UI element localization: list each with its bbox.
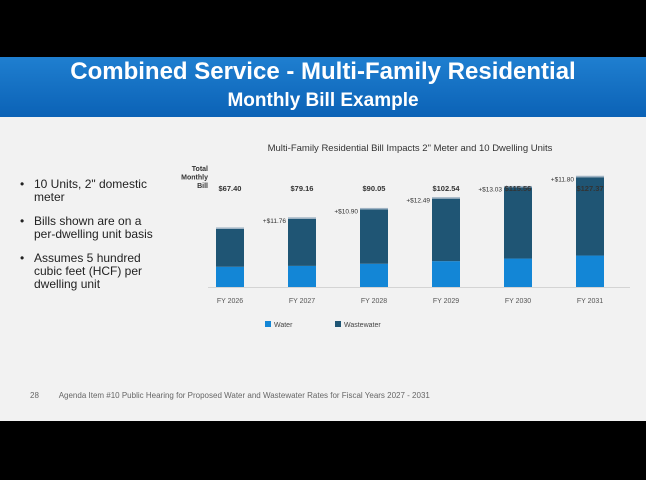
legend-swatch xyxy=(265,321,271,327)
wastewater-bar xyxy=(576,177,604,256)
bullet-list: • 10 Units, 2" domestic meter • Bills show… xyxy=(20,178,160,302)
x-tick-label: FY 2029 xyxy=(433,298,459,305)
water-bar xyxy=(216,266,244,287)
water-bar xyxy=(576,255,604,287)
x-tick-label: FY 2030 xyxy=(505,298,531,305)
wastewater-bar xyxy=(432,198,460,262)
increase-label: +$10.90 xyxy=(334,208,358,215)
water-bar xyxy=(504,258,532,287)
water-bar xyxy=(432,261,460,287)
bar-cap xyxy=(504,185,532,188)
legend-swatch xyxy=(335,321,341,327)
bar-cap xyxy=(360,207,388,210)
total-label: $115.56 xyxy=(505,184,532,193)
bar-cap xyxy=(432,197,460,199)
total-label: $102.54 xyxy=(432,184,460,193)
bullet-item: • 10 Units, 2" domestic meter xyxy=(20,178,160,204)
legend-label: Water xyxy=(274,322,293,329)
increase-label: +$11.80 xyxy=(551,176,575,183)
bill-impact-chart: Multi-Family Residential Bill Impacts 2"… xyxy=(181,143,630,329)
bullet-text: 10 Units, 2" domestic meter xyxy=(34,177,147,204)
slide-subtitle: Monthly Bill Example xyxy=(227,90,419,111)
bullet-text: Bills shown are on a per-dwelling unit b… xyxy=(34,214,153,241)
title-banner: Combined Service - Multi-Family Resident… xyxy=(0,57,646,117)
total-label: $90.05 xyxy=(363,184,386,193)
wastewater-bar xyxy=(504,187,532,259)
slide: Combined Service - Multi-Family Resident… xyxy=(0,57,646,421)
bar-cap xyxy=(576,175,604,178)
bullet-item: • Assumes 5 hundred cubic feet (HCF) per … xyxy=(20,252,160,291)
increase-label: +$12.49 xyxy=(406,198,430,205)
bar-cap xyxy=(288,217,316,219)
page-number: 28 xyxy=(30,391,39,400)
bar-cap xyxy=(216,227,244,229)
water-bar xyxy=(288,265,316,287)
slide-footer: 28 Agenda Item #10 Public Hearing for Pr… xyxy=(30,391,448,400)
bullet-item: • Bills shown are on a per-dwelling unit … xyxy=(20,215,160,241)
bullet-glyph: • xyxy=(20,251,25,265)
legend-label: Wastewater xyxy=(344,322,381,329)
wastewater-bar xyxy=(216,228,244,267)
x-tick-label: FY 2027 xyxy=(289,298,315,305)
footer-text: Agenda Item #10 Public Hearing for Propo… xyxy=(58,391,430,400)
total-label: $79.16 xyxy=(291,184,314,193)
water-bar xyxy=(360,263,388,287)
wastewater-bar xyxy=(288,218,316,266)
increase-label: +$13.03 xyxy=(478,186,502,193)
wastewater-bar xyxy=(360,209,388,264)
total-label: $127.37 xyxy=(576,184,603,193)
increase-label: +$11.76 xyxy=(263,218,287,225)
bullet-glyph: • xyxy=(20,177,25,191)
chart-title: Multi-Family Residential Bill Impacts 2"… xyxy=(268,143,553,154)
bullet-glyph: • xyxy=(20,214,25,228)
total-label: $67.40 xyxy=(219,184,242,193)
x-tick-label: FY 2026 xyxy=(217,298,243,305)
total-bill-label: Total Monthly Bill xyxy=(181,166,208,190)
x-tick-label: FY 2028 xyxy=(361,298,387,305)
x-tick-label: FY 2031 xyxy=(577,298,603,305)
slide-title: Combined Service - Multi-Family Resident… xyxy=(70,58,576,85)
bullet-text: Assumes 5 hundred cubic feet (HCF) per d… xyxy=(34,251,143,291)
